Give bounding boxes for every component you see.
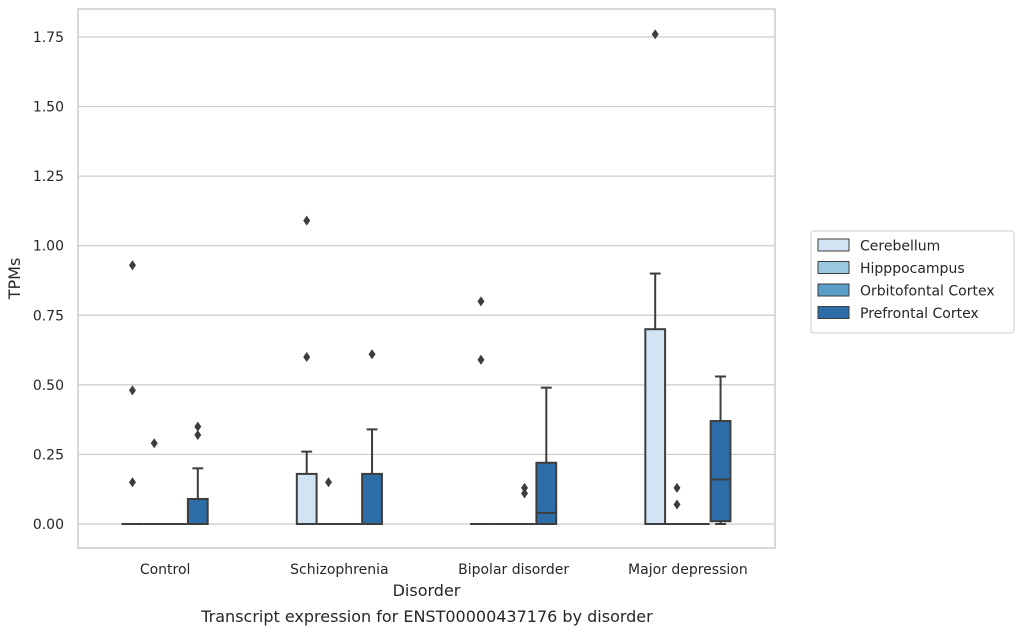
box-body — [186, 497, 209, 525]
y-tick-label: 1.25 — [33, 169, 64, 185]
legend-swatch — [817, 283, 850, 297]
outlier-point — [303, 352, 311, 363]
box-prefrontal-cortex — [361, 428, 383, 525]
outlier-point — [303, 215, 311, 226]
outlier-point — [521, 488, 529, 499]
legend-swatch — [817, 261, 850, 274]
y-tick-label: 0.75 — [33, 308, 64, 324]
x-tick-labels: Control Schizophrenia Bipolar disorder Majo… — [140, 562, 748, 578]
legend-swatch — [817, 238, 850, 252]
box-cerebellum — [644, 272, 667, 526]
outlier-point — [673, 499, 681, 510]
outlier-point — [368, 349, 376, 360]
box-body — [709, 420, 732, 523]
y-tick-labels: 0.00 0.25 0.50 0.75 1.00 1.25 1.50 1.75 — [33, 30, 64, 533]
outlier-point — [128, 260, 136, 271]
box-cerebellum — [295, 450, 318, 525]
boxes — [121, 272, 732, 526]
x-tick-label: Control — [140, 562, 191, 578]
outlier-point — [324, 477, 332, 488]
legend-frame — [810, 230, 1015, 334]
outlier-point — [477, 354, 485, 365]
legend-label: Orbitofontal Cortex — [860, 284, 995, 300]
outlier-point — [150, 438, 158, 449]
legend: Cerebellum Hipppocampus Orbitofontal Corte… — [810, 230, 1015, 334]
y-tick-label: 0.50 — [33, 378, 64, 394]
y-tick-label: 0.00 — [33, 517, 64, 533]
x-tick-label: Bipolar disorder — [458, 562, 569, 578]
box-prefrontal-cortex — [709, 375, 732, 525]
box-prefrontal-cortex — [186, 467, 209, 525]
outlier-point — [521, 482, 529, 493]
box-body — [361, 472, 383, 525]
box-body — [644, 328, 667, 526]
x-tick-label: Schizophrenia — [290, 562, 388, 578]
y-tick-label: 1.50 — [33, 100, 64, 116]
legend-label: Prefrontal Cortex — [860, 306, 979, 322]
outlier-point — [477, 296, 485, 307]
y-tick-label: 0.25 — [33, 447, 64, 463]
x-tick-label: Major depression — [628, 562, 748, 578]
outlier-point — [194, 421, 202, 432]
outliers — [128, 29, 681, 510]
y-tick-label: 1.75 — [33, 30, 64, 46]
outlier-point — [128, 385, 136, 396]
legend-swatch — [817, 306, 850, 319]
x-axis-label: Disorder — [393, 581, 461, 600]
box-body — [295, 472, 318, 525]
outlier-point — [651, 29, 659, 40]
box-prefrontal-cortex — [535, 386, 558, 525]
outlier-point — [673, 482, 681, 493]
outlier-point — [128, 477, 136, 488]
outlier-point — [194, 429, 202, 440]
legend-label: Cerebellum — [860, 239, 940, 255]
chart-caption: Transcript expression for ENST0000043717… — [200, 607, 653, 626]
legend-label: Hipppocampus — [860, 261, 965, 277]
plot-frame — [77, 8, 776, 549]
box-body — [535, 461, 558, 525]
y-tick-label: 1.00 — [33, 239, 64, 255]
y-axis-label: TPMs — [5, 258, 24, 301]
